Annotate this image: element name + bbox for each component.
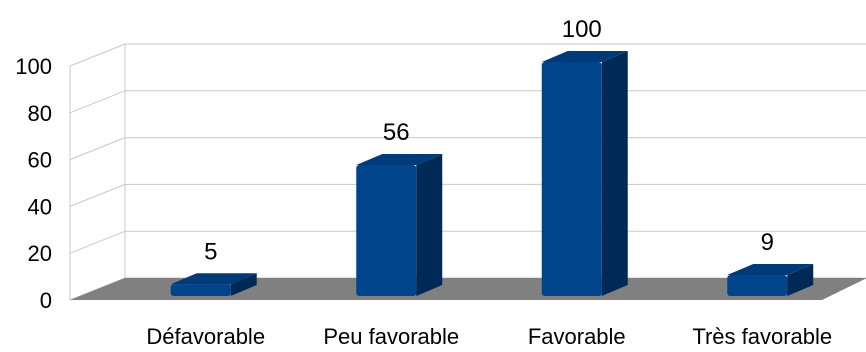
x-tick-label: Défavorable: [146, 324, 265, 349]
x-tick-label: Très favorable: [692, 324, 832, 349]
y-tick-label: 80: [28, 101, 52, 126]
data-label: 100: [562, 16, 602, 43]
data-labels: 5 56 100 9: [204, 16, 774, 265]
gridline-diagonal: [69, 230, 126, 254]
x-axis: Défavorable Peu favorable Favorable Très fa…: [146, 324, 832, 349]
bar-top: [727, 263, 814, 275]
data-label: 9: [761, 229, 774, 256]
bar-top: [356, 153, 443, 165]
data-label: 5: [204, 238, 217, 265]
bar-side: [416, 153, 443, 296]
bar-side: [230, 273, 257, 296]
gridline-diagonal: [69, 137, 126, 161]
y-tick-label: 60: [28, 148, 52, 173]
bar: [356, 164, 417, 296]
bar-top: [170, 273, 257, 285]
chart-floor: [70, 278, 866, 300]
bar: [727, 274, 788, 296]
bar: [170, 284, 231, 296]
gridline-diagonal: [69, 90, 126, 114]
bar-side: [601, 51, 628, 296]
y-axis: 0 20 40 60 80 100: [15, 54, 52, 313]
y-tick-label: 100: [15, 54, 52, 79]
y-tick-label: 20: [28, 241, 52, 266]
bar-side: [787, 263, 814, 296]
floor: [70, 278, 866, 300]
bar: [541, 62, 602, 296]
y-tick-label: 40: [28, 194, 52, 219]
x-tick-label: Favorable: [528, 324, 626, 349]
x-tick-label: Peu favorable: [323, 324, 459, 349]
bar-top: [541, 51, 628, 62]
grid: [69, 43, 866, 301]
gridline-diagonal: [69, 43, 126, 67]
bars: [170, 51, 814, 296]
data-label: 56: [383, 119, 410, 146]
y-tick-label: 0: [40, 288, 52, 313]
gridline-diagonal: [69, 183, 126, 207]
